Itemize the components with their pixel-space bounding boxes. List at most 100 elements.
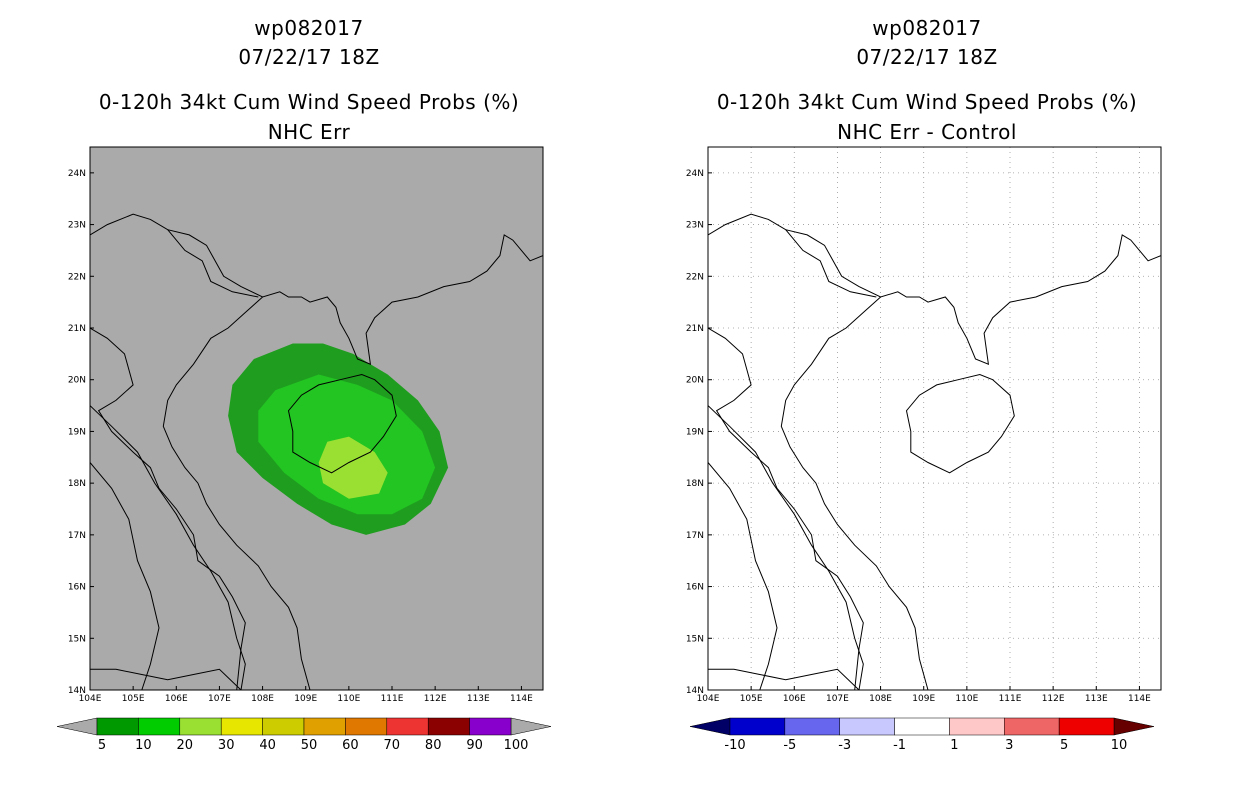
colorbar-label: 40: [259, 738, 276, 753]
left-storm-id: wp082017: [254, 16, 364, 40]
colorbar-label: 30: [218, 738, 235, 753]
lat-label: 18N: [686, 479, 704, 489]
lon-label: 112E: [424, 694, 447, 704]
left-subtitle: NHC Err: [267, 120, 351, 144]
lon-label: 107E: [208, 694, 231, 704]
colorbar-left-arrow: [689, 717, 731, 736]
lon-label: 104E: [697, 694, 720, 704]
lat-label: 24N: [686, 169, 704, 179]
colorbar-segment: [345, 717, 388, 736]
lat-label: 23N: [68, 221, 86, 231]
colorbar-segment: [469, 717, 512, 736]
lat-label: 22N: [68, 272, 86, 282]
map-frame: [89, 146, 544, 691]
right-panel: wp082017 07/22/17 18Z 0-120h 34kt Cum Wi…: [618, 0, 1236, 800]
colorbar-right-arrow: [1113, 717, 1155, 736]
colorbar-label: 5: [98, 738, 106, 753]
coastline-3: [708, 405, 864, 690]
colorbar-left-arrow: [56, 717, 98, 736]
lat-label: 17N: [686, 531, 704, 541]
lat-label: 19N: [68, 427, 86, 437]
colorbar-segment: [262, 717, 305, 736]
right-datetime: 07/22/17 18Z: [856, 45, 998, 69]
colorbar-label: 60: [342, 738, 359, 753]
coastline-6: [167, 229, 259, 298]
lon-label: 106E: [165, 694, 188, 704]
colorbar-segment: [949, 717, 1005, 736]
colorbar-label: 5: [1060, 738, 1068, 753]
lat-label: 17N: [68, 531, 86, 541]
lon-label: 110E: [337, 694, 360, 704]
colorbar-label: 50: [301, 738, 318, 753]
colorbar-segment: [839, 717, 895, 736]
lat-label: 16N: [68, 583, 86, 593]
coastline-3: [90, 405, 246, 690]
lat-label: 23N: [686, 221, 704, 231]
colorbar-label: 70: [384, 738, 401, 753]
lon-label: 106E: [783, 694, 806, 704]
coastline-5: [90, 668, 242, 690]
colorbar-label: 10: [135, 738, 152, 753]
right-product-title: 0-120h 34kt Cum Wind Speed Probs (%): [716, 90, 1138, 114]
hainan-island: [287, 373, 397, 474]
colorbar-segment: [96, 717, 139, 736]
lat-label: 15N: [686, 634, 704, 644]
colorbar-label: 10: [1111, 738, 1128, 753]
colorbar-segment: [220, 717, 263, 736]
lat-label: 21N: [68, 324, 86, 334]
coastline-1: [162, 296, 311, 690]
left-map: 104E 105E 106E 107E 108E 109E 110E 111E 112E 113E…: [56, 146, 552, 753]
colorbar-label: 90: [466, 738, 483, 753]
colorbar-segment: [784, 717, 840, 736]
map-background: [708, 147, 1161, 690]
lon-label: 104E: [79, 694, 102, 704]
lat-label: 16N: [686, 583, 704, 593]
lon-label: 113E: [467, 694, 490, 704]
coastline-1: [780, 296, 929, 690]
colorbar-segment: [1058, 717, 1115, 736]
colorbar-right-arrow: [510, 717, 552, 736]
colorbar-segment: [138, 717, 181, 736]
colorbar-label: 3: [1005, 738, 1013, 753]
coastline-4: [90, 462, 160, 690]
lon-label: 109E: [912, 694, 935, 704]
colorbar-segment: [729, 717, 786, 736]
lat-label: 14N: [686, 686, 704, 696]
left-datetime: 07/22/17 18Z: [238, 45, 380, 69]
colorbar-segment: [427, 717, 470, 736]
colorbar-segment: [894, 717, 950, 736]
lat-label: 15N: [68, 634, 86, 644]
coastline-6: [785, 229, 877, 298]
lat-label: 20N: [686, 376, 704, 386]
lon-label: 111E: [381, 694, 404, 704]
right-storm-id: wp082017: [872, 16, 982, 40]
lat-label: 24N: [68, 169, 86, 179]
colorbar-label: -10: [724, 738, 745, 753]
lon-label: 108E: [251, 694, 274, 704]
lon-label: 105E: [740, 694, 763, 704]
coastline-5: [708, 668, 860, 690]
colorbar-segment: [303, 717, 346, 736]
lon-label: 114E: [1128, 694, 1151, 704]
colorbar-label: -3: [838, 738, 851, 753]
lon-label: 113E: [1085, 694, 1108, 704]
lat-label: 19N: [686, 427, 704, 437]
right-subtitle: NHC Err - Control: [837, 120, 1017, 144]
colorbar-label: 100: [504, 738, 529, 753]
lon-label: 109E: [294, 694, 317, 704]
colorbar-label: 20: [177, 738, 194, 753]
hainan-island: [905, 373, 1015, 474]
colorbar-segment: [386, 717, 429, 736]
lon-label: 114E: [510, 694, 533, 704]
coastline-0: [90, 213, 543, 365]
coastline-0: [708, 213, 1161, 365]
left-panel: wp082017 07/22/17 18Z 0-120h 34kt Cum Wi…: [56, 16, 552, 753]
lon-label: 108E: [869, 694, 892, 704]
right-map: 104E 105E 106E 107E 108E 109E 110E 111E 112E 113E…: [686, 146, 1162, 753]
colorbar-label: 80: [425, 738, 442, 753]
colorbar-label: -5: [783, 738, 796, 753]
lon-label: 110E: [955, 694, 978, 704]
lat-label: 22N: [686, 272, 704, 282]
coastline-2: [708, 327, 864, 690]
lon-label: 111E: [999, 694, 1022, 704]
